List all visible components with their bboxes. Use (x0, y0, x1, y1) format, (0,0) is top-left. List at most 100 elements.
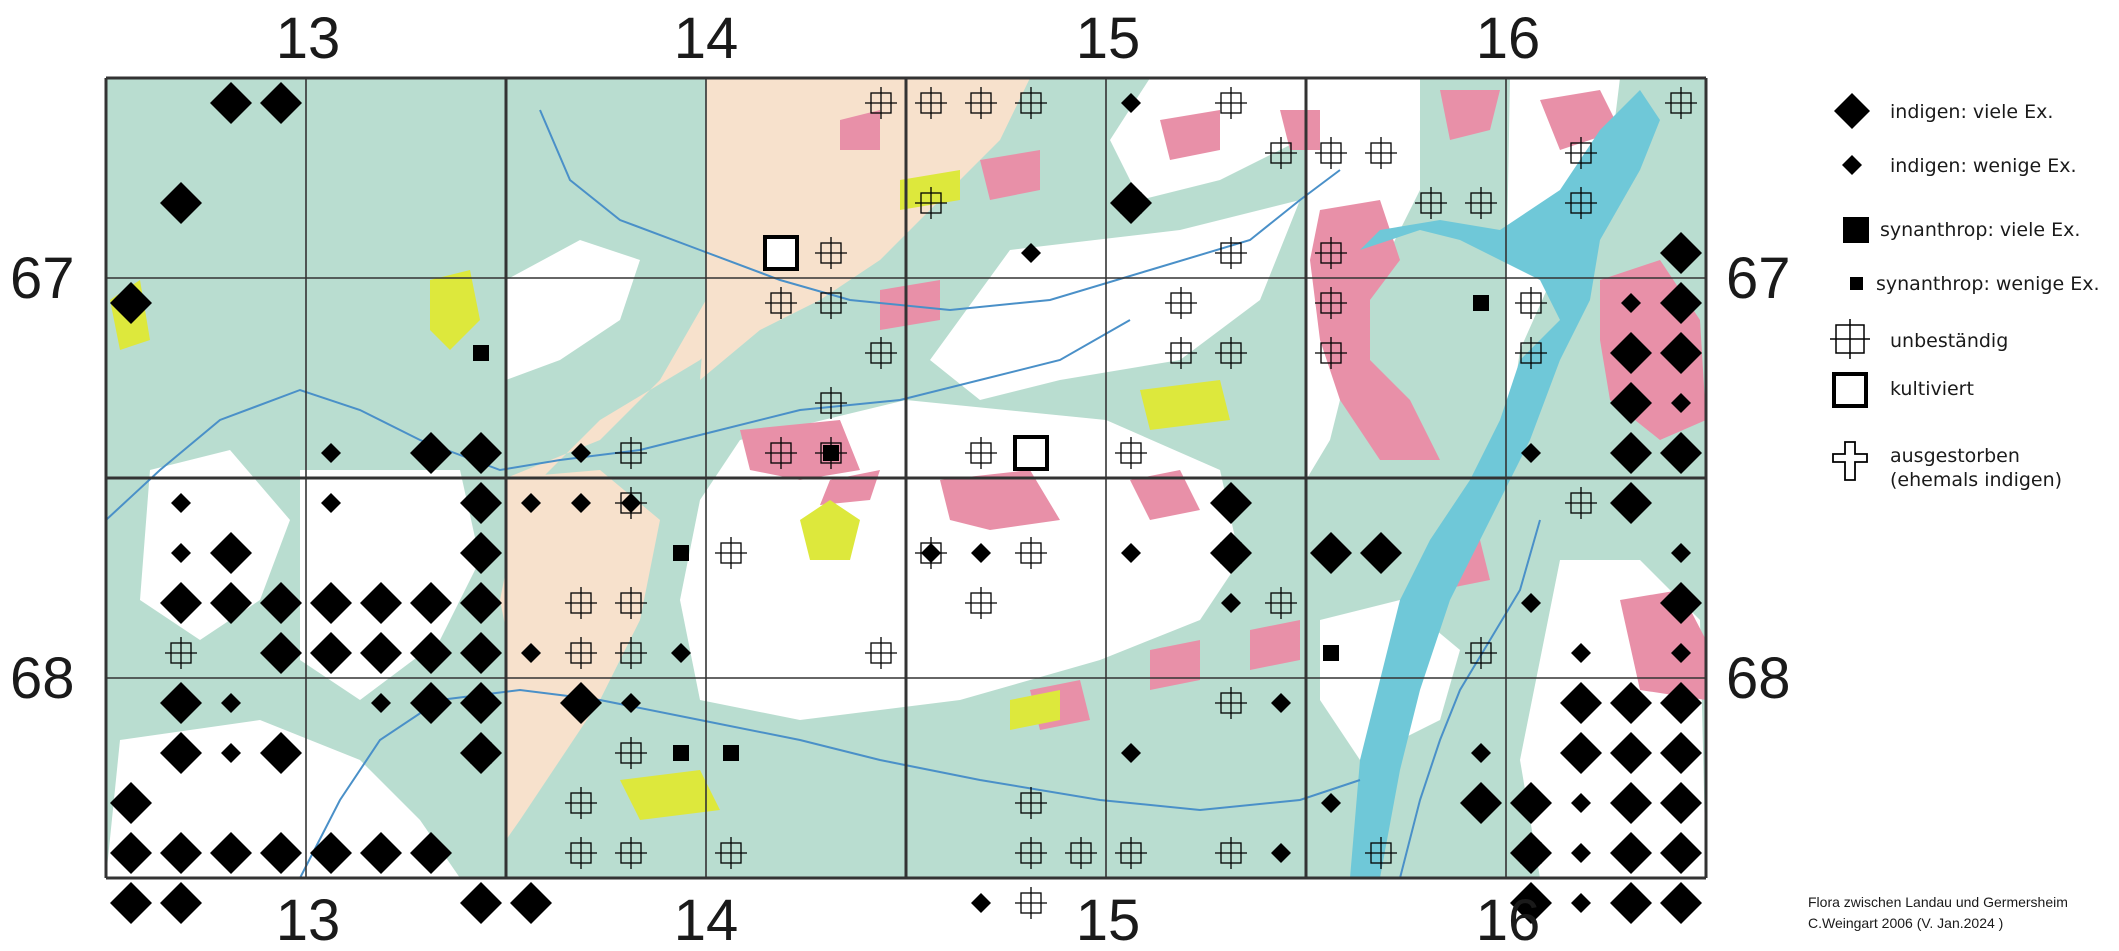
symbol-unbestaendig (815, 287, 847, 319)
river (299, 688, 1361, 878)
symbol-indigen-wenige (1571, 743, 1591, 763)
legend-symbol-ausgestorben (1832, 441, 1868, 481)
symbol-indigen-viele (510, 882, 552, 924)
symbol-unbestaendig (765, 287, 797, 319)
legend-label-ausgestorben-note: (ehemals indigen) (1890, 469, 2062, 491)
symbol-indigen-viele (1210, 482, 1252, 524)
symbol-indigen-wenige (1271, 693, 1291, 713)
symbol-indigen-viele (1510, 882, 1552, 924)
legend-label-ausgestorben: ausgestorben (1890, 445, 2020, 467)
symbol-indigen-viele (160, 582, 202, 624)
symbol-indigen-viele (110, 832, 152, 874)
symbol-indigen-viele (1360, 532, 1402, 574)
symbol-indigen-wenige (671, 643, 691, 663)
row-label-right-68: 68 (1726, 646, 1791, 711)
symbol-indigen-wenige (521, 493, 541, 513)
symbol-indigen-wenige (971, 543, 991, 563)
symbol-unbestaendig (1465, 187, 1497, 219)
symbol-indigen-viele (210, 532, 252, 574)
symbol-indigen-viele (160, 182, 202, 224)
symbol-unbestaendig (865, 637, 897, 669)
symbol-unbestaendig (1565, 487, 1597, 519)
grassland-area (1140, 380, 1230, 430)
map-credit-line-2: C.Weingart 2006 (V. Jan.2024 ) (1808, 915, 2003, 931)
row-label-left-67: 67 (10, 246, 75, 311)
symbol-synanthrop-viele (1473, 295, 1489, 311)
symbol-unbestaendig (1015, 787, 1047, 819)
symbol-indigen-wenige (171, 493, 191, 513)
symbol-indigen-wenige (321, 443, 341, 463)
symbol-indigen-viele (1610, 882, 1652, 924)
col-label-bottom-16: 16 (1476, 888, 1541, 951)
river (1399, 519, 1541, 878)
symbol-indigen-viele (1610, 682, 1652, 724)
symbol-unbestaendig (565, 637, 597, 669)
symbol-unbestaendig (1215, 837, 1247, 869)
symbol-synanthrop-viele (473, 345, 489, 361)
symbol-unbestaendig (1015, 887, 1047, 919)
symbol-indigen-wenige (1571, 893, 1591, 913)
legend-label-indigen-viele: indigen: viele Ex. (1890, 101, 2053, 123)
symbol-indigen-wenige (1021, 243, 1041, 263)
symbol-unbestaendig (565, 787, 597, 819)
symbol-unbestaendig (715, 537, 747, 569)
symbol-unbestaendig (1515, 837, 1547, 869)
grassland-area (800, 500, 860, 560)
symbol-unbestaendig (1515, 337, 1547, 369)
symbol-unbestaendig (1015, 537, 1047, 569)
symbol-indigen-viele (210, 82, 252, 124)
symbol-unbestaendig (1315, 287, 1347, 319)
symbol-unbestaendig (765, 437, 797, 469)
symbol-indigen-viele (1660, 282, 1702, 324)
symbol-indigen-viele (1610, 482, 1652, 524)
symbol-indigen-viele (260, 82, 302, 124)
symbol-indigen-wenige (1571, 843, 1591, 863)
symbol-synanthrop-viele (723, 745, 739, 761)
symbol-unbestaendig (865, 87, 897, 119)
symbol-indigen-wenige (1471, 743, 1491, 763)
symbol-indigen-viele (1660, 232, 1702, 274)
symbol-unbestaendig (1565, 187, 1597, 219)
legend-symbol-indigen-wenige (1842, 155, 1862, 175)
col-label-top-13: 13 (276, 6, 341, 71)
map-grid (104, 76, 1708, 880)
symbol-unbestaendig (815, 237, 847, 269)
symbol-unbestaendig (915, 87, 947, 119)
symbol-indigen-viele (310, 632, 352, 674)
symbol-unbestaendig (965, 437, 997, 469)
symbol-indigen-viele (310, 582, 352, 624)
symbol-indigen-viele (410, 582, 452, 624)
symbol-indigen-viele (1660, 732, 1702, 774)
symbol-unbestaendig (1365, 137, 1397, 169)
symbol-indigen-viele (460, 432, 502, 474)
symbol-unbestaendig (915, 537, 947, 569)
col-label-top-15: 15 (1076, 6, 1141, 71)
symbol-indigen-viele (1660, 882, 1702, 924)
row-label-right-67: 67 (1726, 246, 1791, 311)
symbol-indigen-viele (110, 282, 152, 324)
symbol-unbestaendig (1665, 87, 1697, 119)
symbol-indigen-viele (260, 632, 302, 674)
symbol-indigen-viele (160, 682, 202, 724)
settlement-area (1280, 110, 1320, 150)
symbol-indigen-wenige (1571, 643, 1591, 663)
map-credit-line-1: Flora zwischen Landau und Germersheim (1808, 894, 2068, 910)
symbol-indigen-wenige (371, 693, 391, 713)
symbol-indigen-wenige (1571, 793, 1591, 813)
settlement-area (1440, 90, 1500, 140)
settlement-area (740, 420, 860, 480)
symbol-indigen-wenige (1121, 743, 1141, 763)
symbol-indigen-wenige (171, 543, 191, 563)
symbol-unbestaendig (165, 637, 197, 669)
river (106, 319, 1131, 521)
symbol-indigen-viele (1660, 582, 1702, 624)
legend-label-unbestaendig: unbeständig (1890, 330, 2008, 352)
occurrence-symbols (110, 82, 1702, 924)
symbol-unbestaendig (615, 437, 647, 469)
symbol-indigen-wenige (1521, 593, 1541, 613)
symbol-unbestaendig (1365, 837, 1397, 869)
symbol-indigen-wenige (571, 493, 591, 513)
symbol-indigen-viele (1560, 682, 1602, 724)
settlement-area (1160, 110, 1220, 160)
symbol-indigen-wenige (321, 493, 341, 513)
